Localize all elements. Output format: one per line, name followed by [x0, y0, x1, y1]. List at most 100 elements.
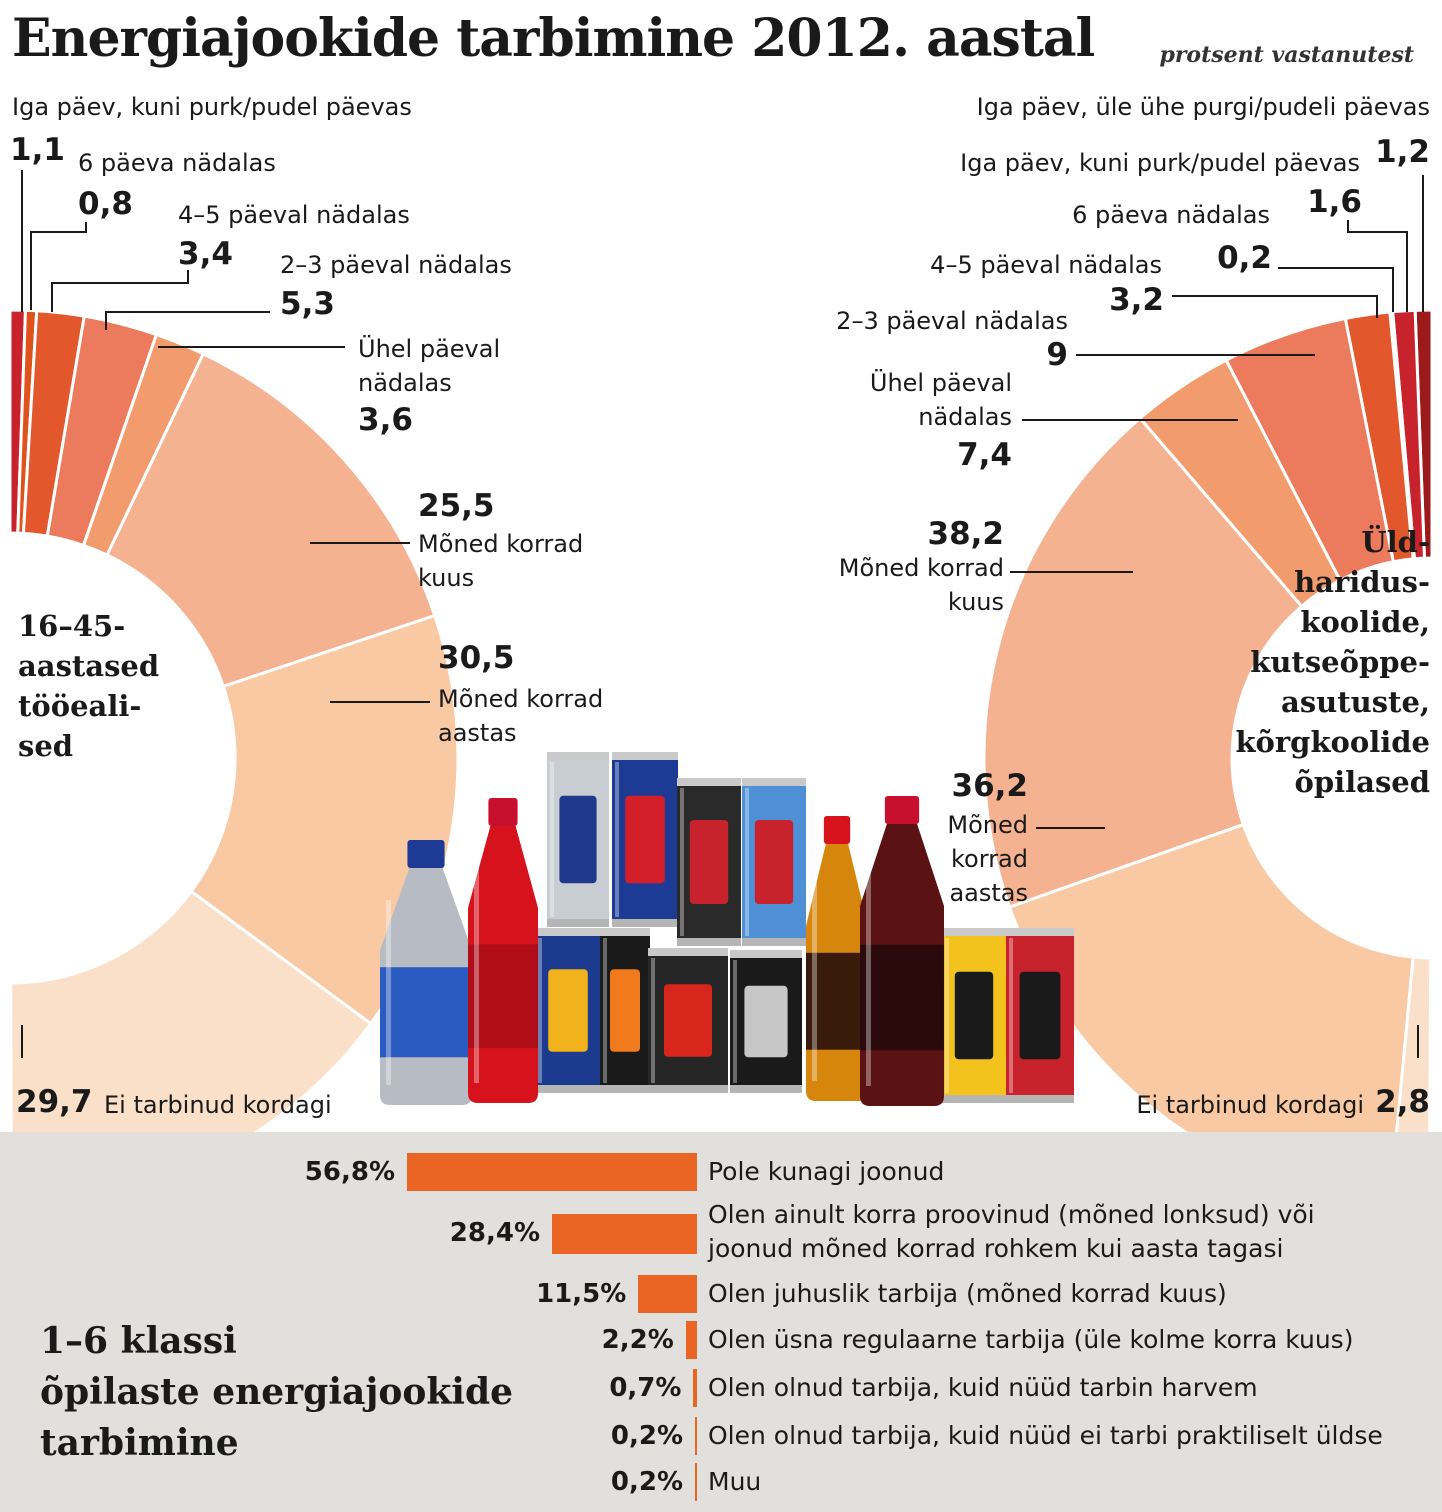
right-label-few-month: Mõned korrad: [838, 554, 1004, 582]
bar-chart-title: õpilaste energiajookide: [40, 1371, 514, 1413]
right-label-few-year: Mõned: [947, 811, 1028, 839]
left-value-two-three: 5,3: [280, 286, 335, 322]
right-group-label: asutuste,: [1281, 685, 1430, 719]
right-label-never: Ei tarbinud kordagi: [1136, 1091, 1364, 1119]
left-group-label: sed: [18, 729, 74, 763]
right-value-daily-more: 1,2: [1375, 134, 1430, 170]
left-label-never: Ei tarbinud kordagi: [104, 1091, 332, 1119]
left-label-four-five: 4–5 päeval nädalas: [178, 201, 410, 229]
can-shark: [547, 752, 609, 927]
left-value-few-month: 25,5: [418, 488, 495, 524]
bar-value-label: 28,4%: [449, 1218, 540, 1248]
right-label-four-five: 4–5 päeval nädalas: [930, 251, 1162, 279]
bar-value-label: 56,8%: [304, 1157, 395, 1187]
bar-category-label: Olen ainult korra proovinud (mõned lonks…: [708, 1200, 1315, 1229]
can-hunter: [535, 928, 601, 1093]
bar-category-label: Olen olnud tarbija, kuid nüüd tarbin har…: [708, 1373, 1258, 1402]
bottle-orange: [806, 816, 868, 1101]
right-slice-8: [1395, 955, 1433, 1132]
right-value-few-year: 36,2: [951, 768, 1029, 804]
bar-category-label: Olen olnud tarbija, kuid nüüd ei tarbi p…: [708, 1421, 1383, 1450]
left-label-daily: Iga päev, kuni purk/pudel päevas: [12, 93, 412, 121]
bar: [638, 1275, 697, 1313]
can-rodeo: [1006, 928, 1074, 1103]
page-title: Energiajookide tarbimine 2012. aastal: [12, 8, 1095, 69]
left-value-one-day: 3,6: [358, 402, 413, 438]
left-group-label: 16–45-: [18, 609, 126, 643]
left-label-few-month: Mõned korrad: [418, 530, 584, 558]
bar-value-label: 0,2%: [610, 1421, 683, 1451]
right-label-few-month: kuus: [947, 588, 1004, 616]
leader-line: [51, 270, 189, 312]
bar-value-label: 0,7%: [609, 1373, 682, 1403]
bar-category-label: Olen juhuslik tarbija (mõned korrad kuus…: [708, 1279, 1227, 1308]
right-value-one-day: 7,4: [957, 437, 1012, 473]
bar-category-label: joonud mõned korrad rohkem kui aasta tag…: [708, 1234, 1284, 1263]
bottle-starter: [860, 796, 944, 1106]
bar: [693, 1369, 697, 1407]
can-cult: [677, 778, 741, 946]
right-value-never: 2,8: [1375, 1084, 1430, 1120]
left-slice-5: [105, 351, 437, 689]
left-value-daily: 1,1: [10, 132, 65, 168]
left-label-two-three: 2–3 päeval nädalas: [280, 251, 512, 279]
right-label-six-days: 6 päeva nädalas: [1072, 201, 1270, 229]
left-value-few-year: 30,5: [438, 640, 515, 676]
right-label-daily-more: Iga päev, üle ühe purgi/pudeli päevas: [976, 93, 1430, 121]
right-group-label: õpilased: [1294, 765, 1431, 799]
can-starter: [648, 948, 728, 1093]
left-label-six-days: 6 päeva nädalas: [78, 149, 276, 177]
leader-line: [1347, 220, 1408, 312]
right-value-two-three: 9: [1046, 337, 1068, 373]
right-slice-6: [982, 416, 1304, 910]
page-subtitle: protsent vastanutest: [1159, 42, 1414, 68]
leader-line: [1172, 295, 1378, 318]
bar: [552, 1214, 697, 1254]
left-group-label: aastased: [18, 649, 160, 683]
donut-right: [982, 308, 1434, 1132]
right-label-one-day: nädalas: [918, 403, 1012, 431]
energy-drinks-photo: [380, 752, 1074, 1106]
can-battery: [730, 950, 802, 1093]
bar-category-label: Muu: [708, 1467, 762, 1496]
right-group-label: kutseõppe-: [1250, 645, 1430, 679]
left-slice-7: [9, 889, 373, 1132]
bottom-panel: [0, 1132, 1442, 1512]
bar: [407, 1153, 697, 1191]
bar: [695, 1463, 697, 1501]
right-group-label: kõrgkoolide: [1235, 725, 1430, 759]
left-value-four-five: 3,4: [178, 236, 233, 272]
left-value-six-days: 0,8: [78, 186, 133, 222]
right-label-two-three: 2–3 päeval nädalas: [836, 307, 1068, 335]
bar: [695, 1417, 697, 1455]
left-label-one-day: nädalas: [358, 369, 452, 397]
can-redbull: [612, 752, 678, 927]
left-label-few-year: aastas: [438, 719, 517, 747]
left-value-never: 29,7: [16, 1084, 93, 1120]
right-slice-7: [1007, 822, 1415, 1132]
bar-category-label: Olen üsna regulaarne tarbija (üle kolme …: [708, 1325, 1354, 1354]
bar-value-label: 11,5%: [536, 1279, 627, 1309]
can-dark-dog: [942, 928, 1006, 1103]
bar-category-label: Pole kunagi joonud: [708, 1157, 945, 1186]
left-group-label: tööeali-: [18, 689, 142, 723]
bar-value-label: 2,2%: [601, 1325, 674, 1355]
can-redbull-2: [742, 778, 806, 946]
right-value-four-five: 3,2: [1109, 282, 1164, 318]
leader-line: [30, 222, 87, 310]
right-value-daily: 1,6: [1307, 184, 1362, 220]
left-label-one-day: Ühel päeval: [358, 335, 501, 363]
right-label-few-year: aastas: [949, 879, 1028, 907]
leader-lines: [21, 170, 1424, 1058]
donut-charts: [8, 170, 1434, 1132]
right-group-label: Üld-: [1361, 525, 1430, 559]
right-value-few-month: 38,2: [927, 516, 1005, 552]
left-label-few-year: Mõned korrad: [438, 685, 604, 713]
bar-chart-title: tarbimine: [40, 1422, 239, 1464]
right-label-one-day: Ühel päeval: [869, 369, 1012, 397]
leader-line: [1278, 267, 1394, 312]
bar: [685, 1321, 697, 1359]
bottle-boom: [468, 798, 538, 1103]
left-label-few-month: kuus: [418, 564, 475, 592]
